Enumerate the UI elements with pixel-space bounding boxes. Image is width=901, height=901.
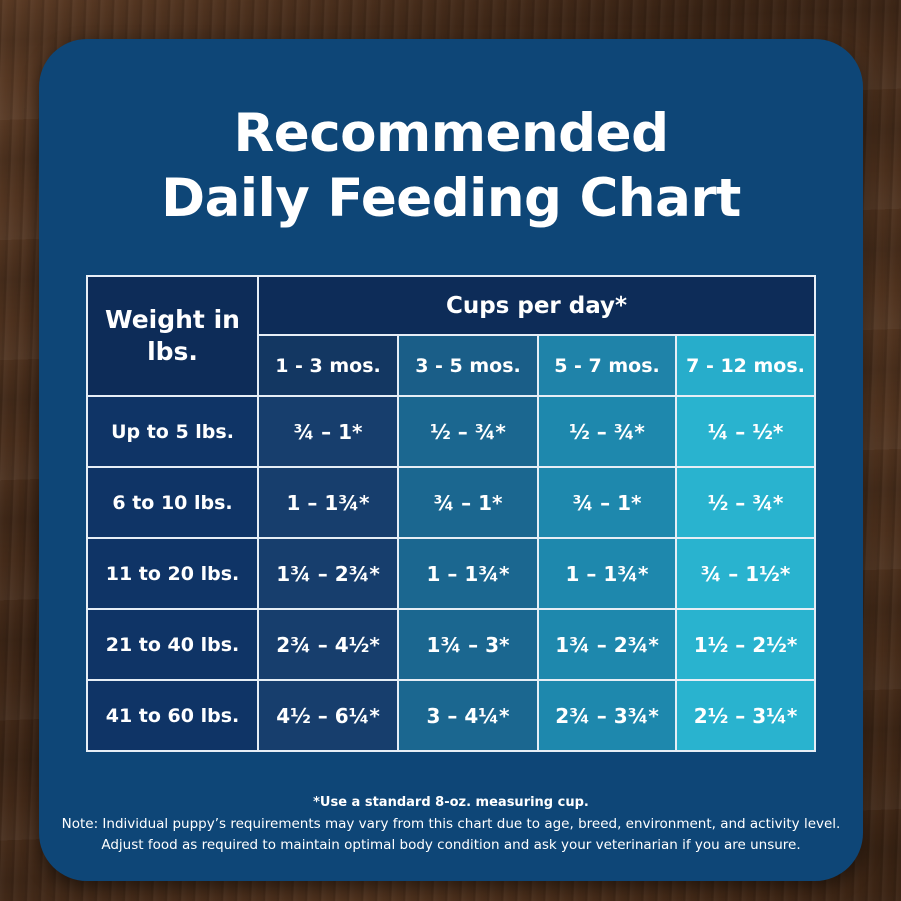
cups-value: 1¾ – 2¾*: [537, 608, 677, 681]
table-row: Up to 5 lbs. ¾ – 1* ½ – ¾* ½ – ¾* ¼ – ½*: [86, 395, 816, 468]
measuring-cup-footnote: *Use a standard 8-oz. measuring cup.: [313, 795, 589, 810]
table-row: 41 to 60 lbs. 4½ – 6¼* 3 – 4¼* 2¾ – 3¾* …: [86, 679, 816, 752]
table-row: 11 to 20 lbs. 1¾ – 2¾* 1 – 1¾* 1 – 1¾* ¾…: [86, 537, 816, 610]
weight-column-header: Weight in lbs.: [86, 275, 259, 397]
cups-value: 1 – 1¾*: [537, 537, 677, 610]
cups-value: 1 – 1¾*: [257, 466, 399, 539]
cups-per-day-header: Cups per day*: [257, 275, 816, 336]
weight-label: Up to 5 lbs.: [86, 395, 259, 468]
cups-value: ½ – ¾*: [537, 395, 677, 468]
cups-value: ¾ – 1½*: [675, 537, 816, 610]
cups-value: 1½ – 2½*: [675, 608, 816, 681]
cups-value: ¾ – 1*: [537, 466, 677, 539]
weight-label: 41 to 60 lbs.: [86, 679, 259, 752]
weight-label: 21 to 40 lbs.: [86, 608, 259, 681]
cups-value: 2½ – 3¼*: [675, 679, 816, 752]
title-line-2: Daily Feeding Chart: [161, 168, 741, 229]
cups-value: 2¾ – 4½*: [257, 608, 399, 681]
weight-label: 6 to 10 lbs.: [86, 466, 259, 539]
age-header-5-7: 5 - 7 mos.: [537, 334, 677, 397]
note-line-2: Adjust food as required to maintain opti…: [101, 837, 801, 853]
cups-value: ¼ – ½*: [675, 395, 816, 468]
cups-value: ¾ – 1*: [397, 466, 539, 539]
age-header-7-12: 7 - 12 mos.: [675, 334, 816, 397]
age-header-1-3: 1 - 3 mos.: [257, 334, 399, 397]
age-header-3-5: 3 - 5 mos.: [397, 334, 539, 397]
cups-value: ½ – ¾*: [397, 395, 539, 468]
feeding-table: Weight in lbs. Cups per day* 1 - 3 mos. …: [86, 275, 816, 752]
cups-value: 4½ – 6¼*: [257, 679, 399, 752]
title-line-1: Recommended: [233, 103, 669, 164]
table-row: 21 to 40 lbs. 2¾ – 4½* 1¾ – 3* 1¾ – 2¾* …: [86, 608, 816, 681]
cups-value: 1 – 1¾*: [397, 537, 539, 610]
cups-value: ½ – ¾*: [675, 466, 816, 539]
cups-value: 1¾ – 3*: [397, 608, 539, 681]
cups-value: 1¾ – 2¾*: [257, 537, 399, 610]
cups-value: 2¾ – 3¾*: [537, 679, 677, 752]
cups-value: 3 – 4¼*: [397, 679, 539, 752]
cups-value: ¾ – 1*: [257, 395, 399, 468]
table-row: 6 to 10 lbs. 1 – 1¾* ¾ – 1* ¾ – 1* ½ – ¾…: [86, 466, 816, 539]
note-line-1: Note: Individual puppy’s requirements ma…: [61, 816, 841, 832]
feeding-chart-card: Recommended Daily Feeding Chart Weight i…: [39, 39, 863, 881]
weight-label: 11 to 20 lbs.: [86, 537, 259, 610]
